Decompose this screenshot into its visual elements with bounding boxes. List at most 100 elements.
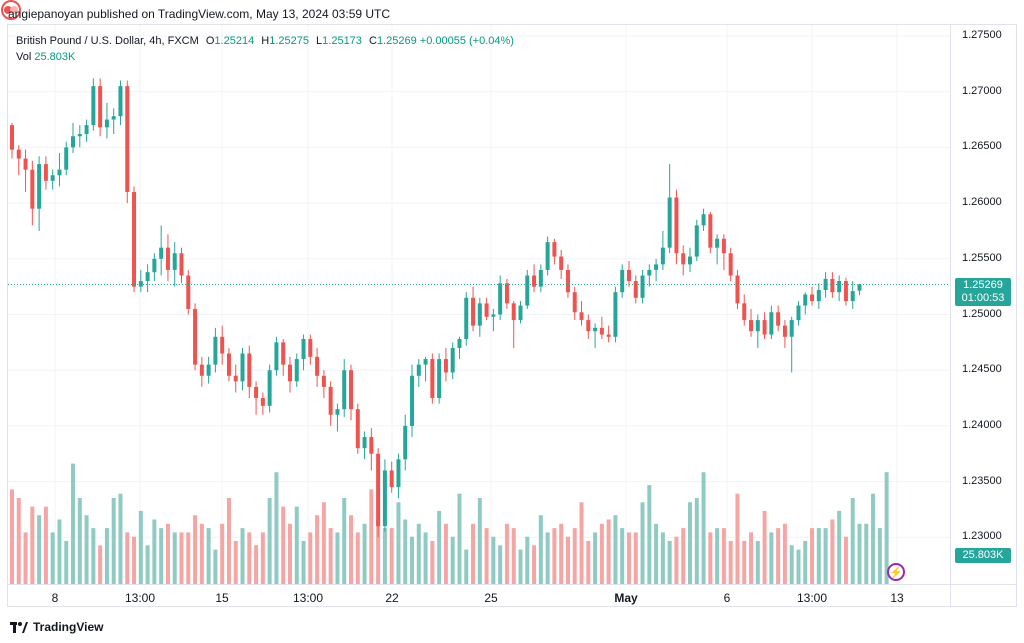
volume-bar [206, 528, 211, 584]
candle [647, 264, 652, 287]
candle-body [321, 375, 326, 387]
tradingview-logo[interactable]: TradingView [10, 620, 103, 634]
candle-body [769, 312, 774, 335]
candle-body [193, 308, 198, 365]
volume-bar [423, 532, 428, 584]
candle-body [301, 339, 306, 360]
volume-bar [328, 528, 333, 584]
candle-body [84, 125, 89, 135]
volume-bar [769, 532, 774, 584]
volume-bar [193, 515, 198, 584]
candle-body [10, 125, 14, 150]
candle [769, 305, 774, 340]
candle [77, 125, 82, 148]
candle-body [376, 453, 381, 527]
candle [125, 80, 130, 204]
symbol-description[interactable]: British Pound / U.S. Dollar, 4h, FXCM [16, 35, 199, 47]
volume-bar [572, 528, 577, 584]
low-value: 1.25173 [322, 35, 362, 47]
volume-bar [789, 545, 794, 584]
candle [389, 461, 394, 493]
volume-bar [810, 528, 815, 584]
candle [640, 269, 645, 304]
volume-bar [599, 523, 604, 584]
volume-bar [349, 515, 353, 584]
candle [382, 459, 387, 532]
candle [294, 353, 299, 387]
candle-body [599, 327, 604, 335]
candle [491, 308, 496, 332]
time-tick-label: 15 [215, 591, 229, 605]
chart-frame [7, 24, 1017, 607]
candle [837, 275, 842, 302]
candle [64, 141, 69, 176]
candle-body [647, 269, 652, 276]
candle [403, 414, 408, 471]
volume-bar [287, 523, 292, 584]
volume-bar [111, 498, 116, 584]
time-axis-separator [7, 584, 1017, 585]
candle-body [118, 86, 123, 117]
candle-body [328, 386, 333, 415]
candle [776, 305, 781, 332]
tradingview-mark-icon [10, 621, 28, 633]
candle-body [803, 294, 808, 306]
time-tick-label: 13:00 [796, 591, 828, 605]
volume-bar [91, 528, 96, 584]
volume-bar [267, 498, 272, 584]
candle [410, 364, 415, 438]
candles [10, 78, 862, 538]
chart-legend: British Pound / U.S. Dollar, 4h, FXCM O 1… [16, 34, 514, 65]
candle [50, 169, 55, 190]
lightning-icon[interactable]: ⚡ [887, 563, 905, 581]
volume-bar [443, 523, 448, 584]
volume-bar [226, 498, 231, 584]
candle [213, 327, 218, 373]
candle-body [57, 169, 62, 176]
price-tick-label: 1.26500 [962, 140, 1002, 153]
candle [504, 278, 509, 309]
candle [321, 370, 326, 399]
candle [559, 249, 564, 279]
candle [328, 381, 333, 426]
time-tick-label: 8 [51, 591, 59, 605]
volume-bar [64, 541, 69, 584]
volume-bar [437, 510, 442, 584]
candle [206, 356, 211, 384]
candle [511, 301, 516, 348]
economic-events-icon[interactable] [0, 0, 22, 20]
candle-body [220, 336, 225, 354]
candle [165, 234, 170, 282]
volume-bar [457, 493, 462, 584]
candle-body [125, 86, 130, 192]
volume-bar [532, 545, 537, 584]
candle-body [694, 225, 699, 257]
candle [91, 78, 96, 131]
volume-bar [376, 519, 381, 584]
bar-countdown: 01:00:53 [961, 292, 1005, 304]
volume-bar [559, 523, 564, 584]
volume-bar [647, 485, 652, 584]
candle [626, 261, 631, 287]
volume-bar [369, 489, 374, 584]
candle-body [776, 312, 781, 326]
candle-body [369, 437, 374, 454]
candle-body [315, 356, 320, 376]
volume-bar [104, 528, 109, 584]
volume-bar [674, 536, 679, 584]
candle-body [837, 281, 842, 293]
time-tick-label: 13:00 [292, 591, 324, 605]
volume-key[interactable]: Vol [16, 51, 32, 63]
price-axis-separator [950, 24, 951, 607]
open-key: O [205, 35, 215, 47]
candle-body [50, 175, 55, 181]
volume-bar [382, 528, 387, 584]
candle-body [606, 334, 611, 337]
candle [545, 236, 550, 276]
volume-bar [518, 549, 523, 584]
volume-bar [321, 502, 326, 584]
volume-bar [654, 523, 659, 584]
candle-body [504, 283, 509, 304]
candle [179, 247, 184, 284]
